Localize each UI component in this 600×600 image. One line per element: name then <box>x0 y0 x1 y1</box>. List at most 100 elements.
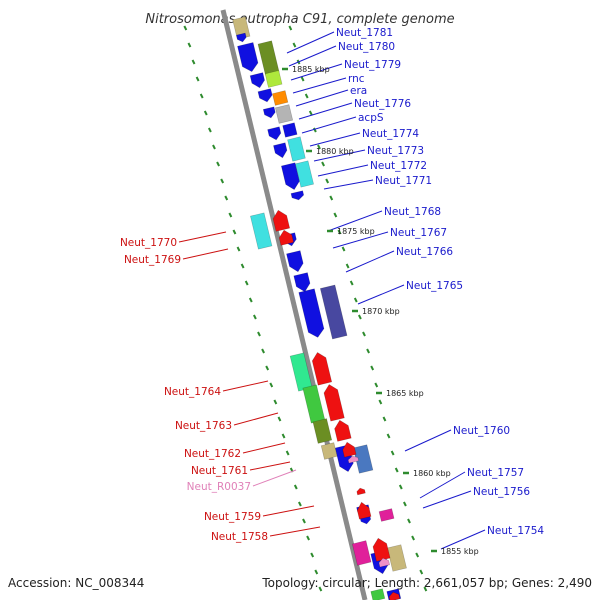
gene-shape <box>302 384 326 424</box>
label-leader <box>222 380 269 392</box>
forward-gene-label: rnc <box>348 73 365 85</box>
forward-gene-label: Neut_1780 <box>338 41 395 53</box>
reverse-gene <box>351 540 372 566</box>
tick-dot-right <box>382 416 387 422</box>
forward-gene <box>262 106 276 119</box>
gene-shape <box>272 209 291 232</box>
tick-dot-left <box>310 552 315 558</box>
label-leader <box>288 45 337 67</box>
tick-dot-right <box>345 263 350 269</box>
label-leader <box>292 77 347 94</box>
tick-dot-right <box>325 178 330 184</box>
genome-summary-text: Topology: circular; Length: 2,661,057 bp… <box>261 576 592 590</box>
tick-dot-left <box>269 382 274 388</box>
gene-shape <box>267 126 282 141</box>
reverse-gene-label: Neut_1761 <box>191 465 248 477</box>
forward-gene-label: era <box>350 85 367 97</box>
forward-gene-label: Neut_1771 <box>375 175 432 187</box>
tick-dot-right <box>390 450 395 456</box>
gene-shape <box>290 190 305 201</box>
gene-shape <box>372 537 391 562</box>
forward-gene-label: Neut_1773 <box>367 145 424 157</box>
tick-dot-right <box>300 76 305 82</box>
tick-dot-right <box>374 382 379 388</box>
tick-dot-left <box>199 93 204 99</box>
tick-dot-right <box>370 365 375 371</box>
kbp-labels: 1885 kbp 1880 kbp 1875 kbp 1870 kbp 1865 kbp… <box>282 65 479 556</box>
reverse-gene-label: Neut_1770 <box>120 237 177 249</box>
gene-shape <box>351 540 372 566</box>
gene-shape <box>356 487 366 496</box>
tick-dot-left <box>273 399 278 405</box>
gene-shape <box>294 160 314 188</box>
gene-shape <box>386 544 407 572</box>
gene-shape <box>334 419 352 442</box>
gene-shape <box>342 441 357 458</box>
gene-shape <box>236 32 247 43</box>
forward-gene <box>280 162 300 191</box>
kbp-label: 1865 kbp <box>386 389 424 398</box>
tick-dot-right <box>312 127 317 133</box>
forward-gene <box>272 90 289 106</box>
gene-shape <box>249 72 265 89</box>
forward-gene <box>386 544 407 572</box>
label-leader <box>269 526 321 537</box>
tick-dot-left <box>261 348 265 354</box>
forward-gene <box>274 104 294 124</box>
gene-shape <box>378 557 391 568</box>
forward-gene <box>267 126 282 141</box>
tick-dot-left <box>253 314 257 320</box>
label-leader <box>242 442 286 454</box>
label-leader <box>357 284 405 305</box>
tick-dot-right <box>407 518 411 524</box>
forward-gene <box>290 190 305 201</box>
reverse-gene <box>334 419 352 442</box>
gene-shape <box>320 442 338 460</box>
forward-gene <box>237 42 259 72</box>
reverse-gene <box>312 418 333 444</box>
gene-shape <box>378 508 395 522</box>
tick-dot-right <box>403 501 407 507</box>
tick-dot-right <box>366 348 370 354</box>
tick-dot-left <box>203 110 208 116</box>
forward-gene <box>264 70 283 88</box>
forward-gene <box>249 72 265 89</box>
tick-dot-left <box>187 42 192 48</box>
label-leader <box>404 429 452 452</box>
label-leader <box>440 529 486 550</box>
tick-dot-right <box>358 314 362 320</box>
gene-labels: Neut_1781Neut_1780Neut_1779rnceraNeut_17… <box>120 27 544 550</box>
tick-dot-left <box>191 59 196 65</box>
tick-dot-left <box>212 144 216 150</box>
tick-dot-left <box>248 297 253 303</box>
gene-shape <box>262 106 276 119</box>
label-leader <box>309 132 361 147</box>
gene-shape <box>287 136 306 162</box>
label-leader <box>301 116 357 134</box>
tick-dot-left <box>306 535 310 541</box>
gene-shape <box>347 455 359 464</box>
label-leader <box>323 179 374 190</box>
label-leader <box>286 31 335 54</box>
gene-shape <box>298 288 325 338</box>
gene-shape <box>293 272 311 293</box>
map-title: Nitrosomonas eutropha C91, complete geno… <box>145 12 454 27</box>
tick-dot-right <box>308 110 313 116</box>
forward-gene <box>257 40 280 76</box>
label-leader <box>419 471 466 499</box>
tick-dot-left <box>240 263 245 269</box>
tick-dot-right <box>398 484 403 490</box>
forward-gene <box>298 288 325 338</box>
gene-shape <box>286 250 304 273</box>
gene-shape <box>319 284 348 340</box>
forward-gene-label: acpS <box>358 112 384 124</box>
forward-gene <box>286 250 304 273</box>
tick-dot-left <box>244 280 249 286</box>
gene-shape <box>282 122 298 138</box>
gene-features <box>232 16 407 600</box>
reverse-gene <box>323 384 345 422</box>
tick-dot-right <box>415 552 420 558</box>
tick-dot-left <box>195 76 200 82</box>
forward-gene <box>273 142 288 159</box>
